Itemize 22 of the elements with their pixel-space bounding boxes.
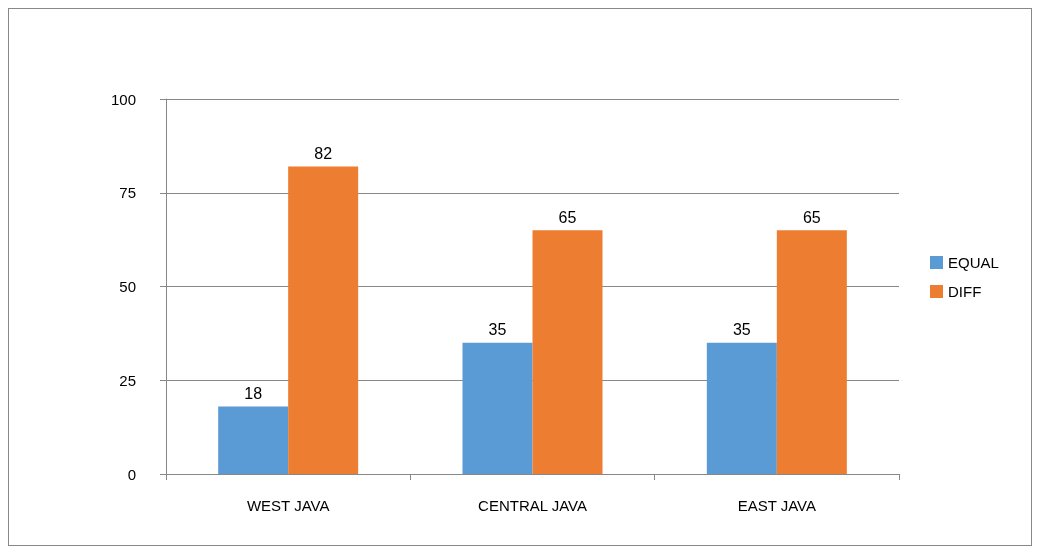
x-tick-label: EAST JAVA — [737, 497, 817, 514]
bar — [532, 230, 603, 474]
bar — [288, 166, 359, 474]
y-tick-label: 50 — [119, 278, 136, 295]
bar — [706, 342, 777, 474]
y-tick-label: 25 — [119, 371, 136, 389]
bar — [462, 342, 533, 474]
data-label: 65 — [802, 208, 821, 226]
y-tick-label: 0 — [127, 465, 136, 483]
x-tick-label: CENTRAL JAVA — [478, 497, 587, 514]
data-label: 35 — [732, 321, 751, 339]
x-tick-label: WEST JAVA — [246, 497, 330, 514]
data-label: 35 — [488, 321, 507, 339]
data-label: 65 — [558, 208, 577, 226]
bar — [218, 406, 289, 474]
data-label: 18 — [244, 385, 263, 402]
data-label: 82 — [314, 145, 333, 162]
legend-label: EQUAL — [948, 254, 999, 271]
y-tick-label: 100 — [110, 90, 136, 108]
y-tick-label: 75 — [119, 184, 136, 202]
legend-label: DIFF — [948, 283, 982, 300]
bar — [776, 230, 847, 474]
